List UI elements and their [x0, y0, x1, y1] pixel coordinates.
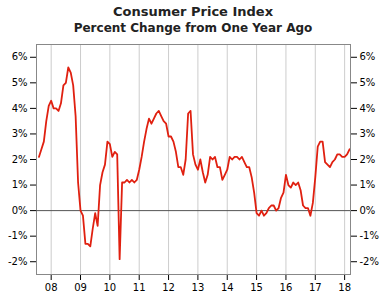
- svg-text:-2%: -2%: [360, 256, 379, 267]
- svg-text:4%: 4%: [360, 103, 376, 114]
- svg-text:5%: 5%: [12, 77, 28, 88]
- svg-text:2%: 2%: [360, 154, 376, 165]
- svg-text:16: 16: [280, 282, 293, 293]
- svg-text:-1%: -1%: [360, 230, 379, 241]
- svg-text:3%: 3%: [12, 128, 28, 139]
- svg-text:-1%: -1%: [8, 230, 27, 241]
- svg-text:1%: 1%: [12, 179, 28, 190]
- svg-text:1%: 1%: [360, 179, 376, 190]
- svg-text:0%: 0%: [12, 205, 28, 216]
- svg-text:18: 18: [338, 282, 351, 293]
- html-text:Consumer Price Index: Consumer Price Index: [113, 4, 273, 19]
- svg-text:2%: 2%: [12, 154, 28, 165]
- svg-text:3%: 3%: [360, 128, 376, 139]
- svg-text:12: 12: [162, 282, 175, 293]
- svg-text:14: 14: [221, 282, 234, 293]
- svg-text:6%: 6%: [360, 51, 376, 62]
- svg-text:13: 13: [192, 282, 205, 293]
- svg-text:15: 15: [250, 282, 263, 293]
- svg-text:10: 10: [103, 282, 116, 293]
- svg-text:17: 17: [309, 282, 322, 293]
- svg-text:5%: 5%: [360, 77, 376, 88]
- svg-text:0%: 0%: [360, 205, 376, 216]
- svg-text:-2%: -2%: [8, 256, 27, 267]
- svg-text:09: 09: [74, 282, 87, 293]
- html-text:Percent Change from One Year A: Percent Change from One Year Ago: [73, 21, 313, 35]
- svg-text:4%: 4%: [12, 103, 28, 114]
- svg-text:08: 08: [45, 282, 58, 293]
- svg-text:11: 11: [133, 282, 146, 293]
- svg-text:6%: 6%: [12, 51, 28, 62]
